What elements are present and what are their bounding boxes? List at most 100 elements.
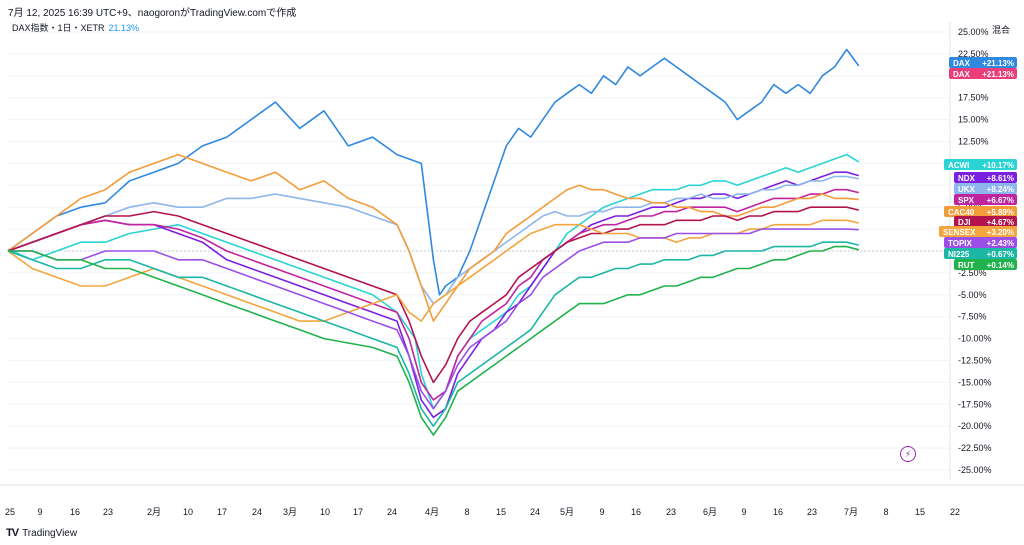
badge-dax[interactable]: DAX +21.13% [949,68,1017,79]
badge-ukx[interactable]: UKX +8.24% [954,183,1017,194]
x-tick-label: 23 [666,507,676,517]
y-tick-label: 15.00% [958,115,989,125]
y-tick-label: -25.00% [958,465,992,475]
x-tick-label: 8 [464,507,469,517]
y-tick-label: -7.50% [958,312,987,322]
y-tick-label: -20.00% [958,421,992,431]
badge-topix[interactable]: TOPIX +2.43% [944,237,1017,248]
symbol-legend[interactable]: DAX指数・1日・XETR 21.13% [12,21,139,34]
badge-name: UKX [958,185,976,194]
lightning-icon[interactable]: ⚡ [900,446,916,462]
x-tick-label: 23 [807,507,817,517]
badge-value: +3.20% [987,228,1014,237]
scale-mode-label[interactable]: 混合 [991,25,1010,35]
badge-name: RUT [958,261,975,270]
y-tick-label: 22.50% [958,49,989,59]
y-tick-label: -5.00% [958,290,987,300]
y-tick-label: 17.50% [958,93,989,103]
badge-bg [944,248,1017,259]
x-tick-label: 16 [631,507,641,517]
badge-name: NDX [958,174,976,183]
badge-name: DAX [953,70,971,79]
series-line-acwi [7,153,860,410]
x-tick-label: 6月 [703,507,717,517]
badge-value: +5.89% [987,208,1014,217]
y-tick-label: -10.00% [958,334,992,344]
series-line-ukx [7,175,859,305]
x-tick-label: 15 [496,507,506,517]
y-tick-label: -2.50% [958,268,987,278]
tradingview-footer[interactable]: TV TradingView [6,527,77,539]
y-tick-label: 12.50% [958,137,989,147]
badge-name: NI225 [948,250,970,259]
x-tick-label: 16 [773,507,783,517]
badge-bg [954,172,1017,183]
series-line-dax [7,48,860,296]
badge-spx[interactable]: SPX +6.67% [954,194,1017,205]
series-line-ni225 [7,241,859,428]
badge-acwi[interactable]: ACWI +10.17% [944,159,1017,170]
x-tick-label: 25 [5,507,15,517]
x-tick-label: 15 [915,507,925,517]
badge-name: SPX [958,196,975,205]
x-tick-label: 17 [353,507,363,517]
badge-bg [944,237,1017,248]
tradingview-logo-text: TradingView [22,527,78,539]
badge-sensex[interactable]: SENSEX +3.20% [939,226,1017,237]
badge-dax[interactable]: DAX +21.13% [949,57,1017,68]
y-tick-label: -22.50% [958,443,992,453]
x-tick-label: 24 [530,507,540,517]
y-tick-label: 25.00% [958,27,989,37]
x-tick-label: 7月 [844,507,858,517]
badge-dji[interactable]: DJI +4.67% [954,216,1017,227]
badge-bg [954,194,1017,205]
badge-value: +0.14% [987,261,1014,270]
x-tick-label: 2月 [147,507,161,517]
x-tick-label: 9 [37,507,42,517]
series-line-dji [7,206,859,384]
symbol-value: 21.13% [108,22,140,33]
x-tick-label: 24 [252,507,262,517]
badge-name: DJI [958,218,970,227]
x-tick-label: 10 [320,507,330,517]
y-tick-label: -15.00% [958,377,992,387]
badge-value: +21.13% [982,70,1014,79]
badge-value: +0.67% [987,250,1014,259]
x-tick-label: 9 [599,507,604,517]
x-tick-label: 5月 [560,507,574,517]
badge-bg [954,216,1017,227]
series-line-sensex [7,219,859,322]
badge-bg [944,159,1017,170]
series-line-cac40 [7,153,859,322]
badge-bg [954,259,1017,270]
series-line-spx [7,188,859,401]
badge-name: TOPIX [948,239,973,248]
x-tick-label: 9 [741,507,746,517]
badge-value: +6.67% [987,196,1014,205]
badge-value: +21.13% [982,59,1014,68]
badge-bg [939,226,1017,237]
x-tick-label: 4月 [425,507,439,517]
x-tick-label: 3月 [283,507,297,517]
badge-rut[interactable]: RUT +0.14% [954,259,1017,270]
badge-name: DAX [953,59,971,68]
badge-bg [949,57,1017,68]
symbol-label: DAX指数・1日・XETR [12,23,105,33]
series-line-rut [8,245,860,436]
x-tick-label: 24 [387,507,397,517]
x-tick-label: 10 [183,507,193,517]
badge-value: +10.17% [982,161,1014,170]
y-tick-label: -17.50% [958,399,992,409]
badge-bg [949,68,1017,79]
badge-value: +4.67% [987,218,1014,227]
badge-ndx[interactable]: NDX +8.61% [954,172,1017,183]
badge-value: +8.24% [987,185,1014,194]
badge-ni225[interactable]: NI225 +0.67% [944,248,1017,259]
badge-cac40[interactable]: CAC40 +5.89% [944,206,1017,217]
x-tick-label: 17 [217,507,227,517]
badge-name: CAC40 [948,208,975,217]
x-tick-label: 16 [70,507,80,517]
x-tick-label: 8 [883,507,888,517]
y-tick-label: -12.50% [958,356,992,366]
